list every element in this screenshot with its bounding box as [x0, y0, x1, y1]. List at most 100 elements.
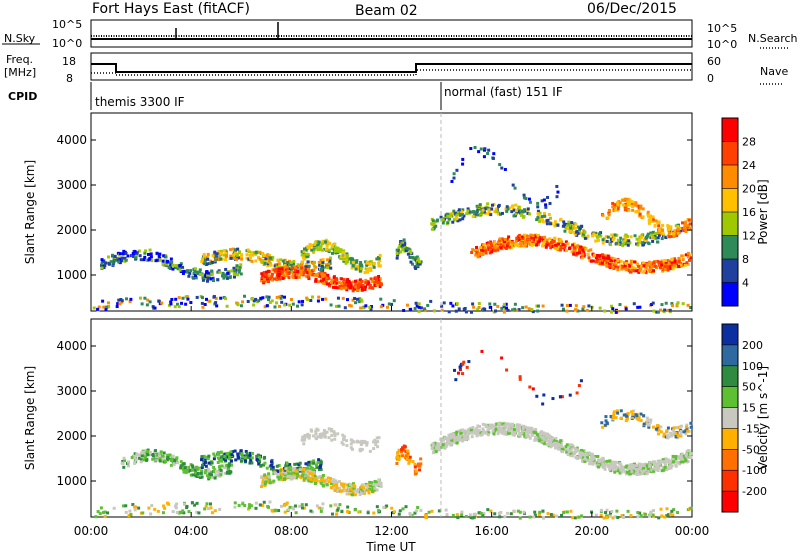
- velocity-echo: [612, 412, 616, 416]
- power-echo: [406, 252, 410, 256]
- velocity-echo: [175, 456, 179, 460]
- power-echo: [155, 258, 159, 262]
- power-echo: [266, 262, 270, 266]
- velocity-echo: [327, 480, 331, 484]
- power-echo: [689, 256, 693, 260]
- power-echo: [301, 268, 305, 272]
- power-echo: [489, 243, 493, 247]
- velocity-echo: [169, 463, 173, 467]
- velocity-echo: [481, 427, 485, 431]
- velocity-echo: [436, 445, 440, 449]
- velocity-echo: [557, 447, 561, 451]
- power-echo: [671, 232, 675, 236]
- power-echo: [599, 234, 603, 238]
- velocity-echo: [237, 504, 241, 508]
- velocity-echo: [224, 458, 228, 462]
- velocity-echo: [196, 467, 200, 471]
- velocity-echo: [447, 433, 451, 437]
- power-echo: [184, 302, 188, 306]
- power-echo: [506, 308, 510, 312]
- velocity-echo: [484, 431, 488, 435]
- power-echo: [612, 236, 616, 240]
- power-echo: [310, 273, 314, 277]
- velocity-echo: [248, 503, 252, 507]
- power-echo: [331, 251, 335, 255]
- velocity-echo: [204, 464, 208, 468]
- power-echo: [504, 306, 508, 310]
- power-echo: [648, 265, 652, 269]
- power-echo: [482, 210, 486, 214]
- power-echo: [348, 303, 352, 307]
- power-echo: [609, 243, 613, 247]
- velocity-echo: [601, 425, 605, 429]
- power-echo: [520, 235, 524, 239]
- velocity-colorbar-swatch: [722, 324, 738, 346]
- power-echo: [606, 235, 610, 239]
- velocity-echo: [578, 453, 582, 457]
- power-echo: [652, 269, 656, 273]
- power-echo: [615, 241, 619, 245]
- velocity-echo: [311, 473, 315, 477]
- velocity-echo: [440, 439, 444, 443]
- velocity-echo: [288, 463, 292, 467]
- power-echo: [490, 203, 494, 207]
- power-echo: [683, 263, 687, 267]
- velocity-echo: [455, 430, 459, 434]
- power-echo: [513, 307, 517, 311]
- power-echo: [623, 197, 627, 201]
- power-echo: [534, 233, 538, 237]
- velocity-echo: [196, 473, 200, 477]
- power-echo: [111, 253, 115, 257]
- power-echo: [578, 228, 582, 232]
- velocity-echo: [573, 516, 577, 520]
- velocity-echo: [203, 460, 207, 464]
- velocity-echo: [538, 439, 542, 443]
- velocity-echo: [574, 456, 578, 460]
- power-echo: [504, 243, 508, 247]
- velocity-echo: [325, 478, 329, 482]
- power-echo: [507, 235, 511, 239]
- power-echo: [490, 207, 494, 211]
- power-echo: [252, 299, 256, 303]
- power-echo: [490, 250, 494, 254]
- velocity-echo: [352, 486, 356, 490]
- velocity-echo: [270, 461, 274, 465]
- power-echo: [113, 254, 117, 258]
- velocity-echo: [305, 474, 309, 478]
- power-echo: [441, 218, 445, 222]
- power-echo: [328, 258, 332, 262]
- power-echo: [341, 281, 345, 285]
- velocity-echo: [680, 457, 684, 461]
- velocity-echo: [309, 465, 313, 469]
- power-echo: [570, 250, 574, 254]
- power-echo: [653, 234, 657, 238]
- power-echo: [273, 305, 277, 309]
- velocity-echo: [535, 432, 539, 436]
- power-echo: [464, 310, 468, 314]
- power-echo: [655, 266, 659, 270]
- power-echo: [656, 310, 660, 314]
- power-echo: [259, 296, 263, 300]
- velocity-echo: [437, 509, 441, 513]
- velocity-echo: [684, 432, 688, 436]
- power-echo: [283, 303, 287, 307]
- power-echo: [666, 224, 670, 228]
- power-echo: [423, 307, 427, 311]
- power-echo: [479, 147, 483, 151]
- power-echo: [283, 262, 287, 266]
- velocity-echo: [628, 464, 632, 468]
- velocity-echo: [404, 454, 408, 458]
- power-echo: [633, 260, 637, 264]
- power-echo: [565, 304, 569, 308]
- power-echo: [300, 260, 304, 264]
- velocity-echo: [528, 436, 532, 440]
- power-echo: [595, 235, 599, 239]
- velocity-echo: [618, 462, 622, 466]
- velocity-echo: [471, 426, 475, 430]
- velocity-echo: [220, 464, 224, 468]
- power-echo: [615, 261, 619, 265]
- power-echo: [564, 226, 568, 230]
- velocity-echo: [470, 431, 474, 435]
- velocity-echo: [558, 395, 562, 399]
- power-echo: [666, 226, 670, 230]
